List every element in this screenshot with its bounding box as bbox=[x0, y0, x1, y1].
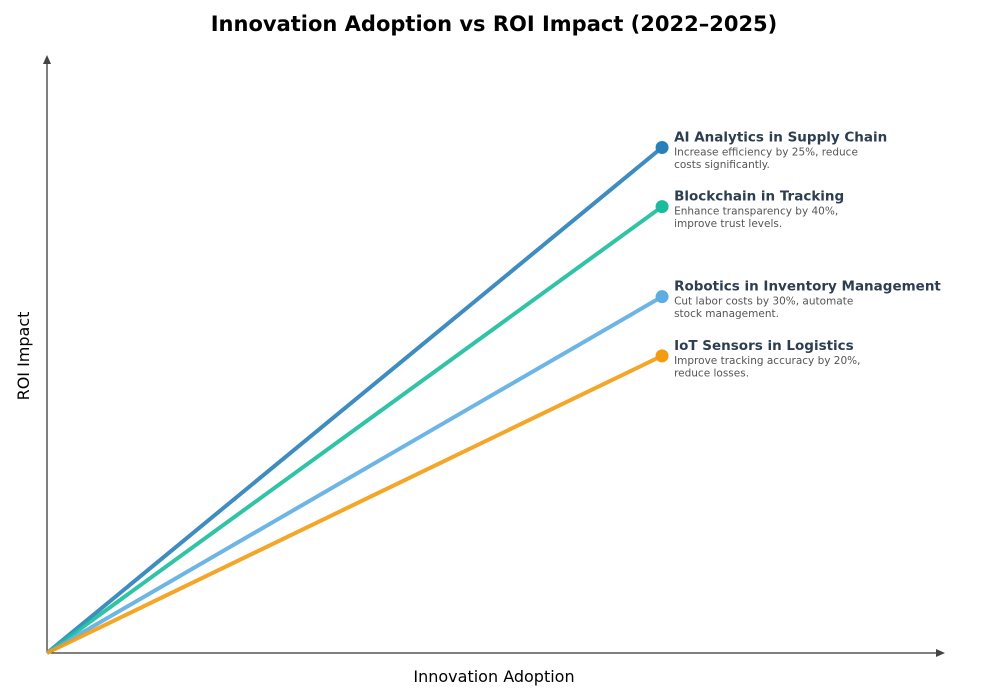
series-label: IoT Sensors in Logistics bbox=[674, 338, 854, 354]
series-description: stock management. bbox=[674, 308, 779, 320]
series-description: improve trust levels. bbox=[674, 218, 782, 230]
series-description: Enhance transparency by 40%, bbox=[674, 206, 838, 218]
chart-title: Innovation Adoption vs ROI Impact (2022–… bbox=[211, 12, 778, 36]
series-description: Improve tracking accuracy by 20%, bbox=[674, 355, 860, 367]
series-line-blockchain-in-tracking bbox=[45, 205, 664, 655]
series-description: Increase efficiency by 25%, reduce bbox=[674, 146, 858, 158]
series-description: Cut labor costs by 30%, automate bbox=[674, 296, 853, 308]
y-axis bbox=[43, 55, 51, 653]
data-point-ai-analytics-in-supply-chain bbox=[655, 140, 669, 154]
series-label: AI Analytics in Supply Chain bbox=[674, 129, 887, 145]
x-axis-arrow-icon bbox=[936, 649, 945, 657]
series-line-ai-analytics-in-supply-chain bbox=[45, 145, 664, 655]
x-axis-label: Innovation Adoption bbox=[413, 667, 574, 686]
series-description: costs significantly. bbox=[674, 159, 770, 171]
x-axis bbox=[47, 649, 945, 657]
series-line-iot-sensors-in-logistics bbox=[46, 354, 663, 655]
series-label: Blockchain in Tracking bbox=[674, 189, 844, 205]
y-axis-label: ROI Impact bbox=[14, 312, 33, 401]
data-point-robotics-in-inventory-management bbox=[655, 290, 669, 304]
data-point-blockchain-in-tracking bbox=[655, 200, 669, 214]
y-axis-arrow-icon bbox=[43, 55, 51, 64]
series-description: reduce losses. bbox=[674, 367, 749, 379]
series-label: Robotics in Inventory Management bbox=[674, 279, 941, 295]
data-point-iot-sensors-in-logistics bbox=[655, 349, 669, 363]
series-line-robotics-in-inventory-management bbox=[45, 294, 664, 655]
